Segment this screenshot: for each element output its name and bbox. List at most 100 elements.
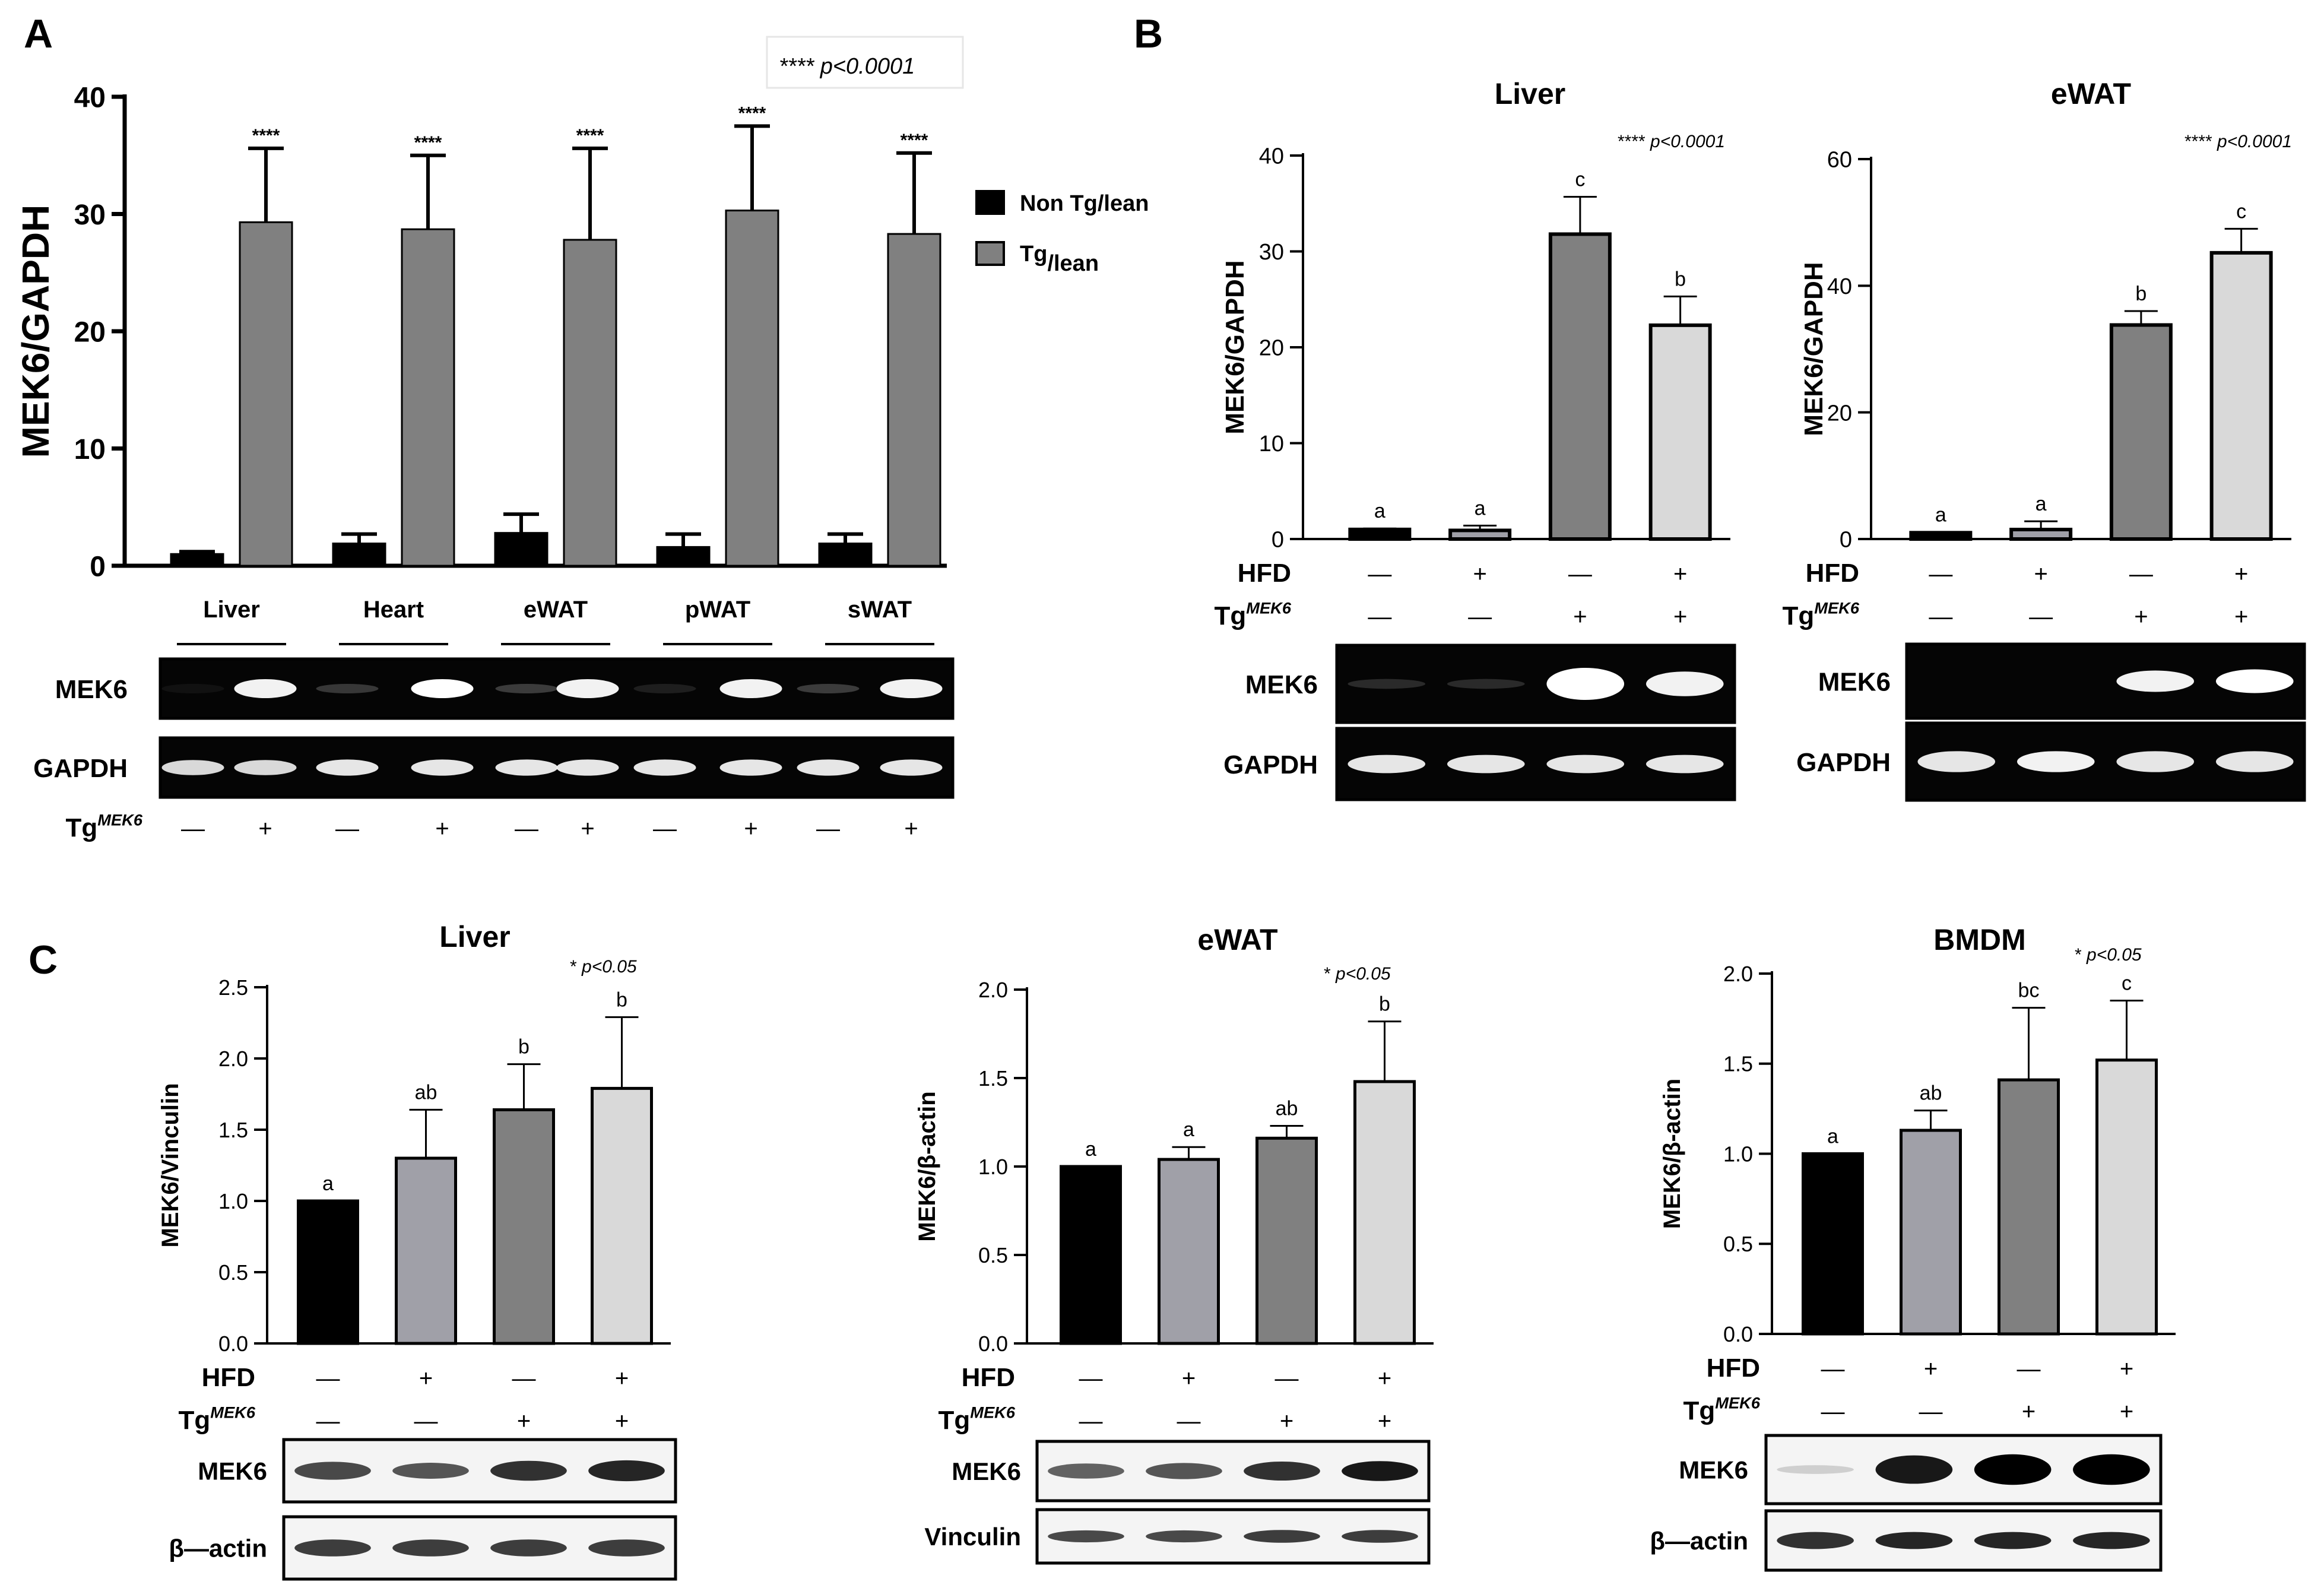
tg-sign-a-9: — [816, 816, 840, 842]
hfd-label-c3: HFD [1707, 1354, 1760, 1383]
y-tick-label-b2: 20 [1827, 401, 1852, 426]
blot-band-c1-1-3 [490, 1460, 567, 1481]
significance-letter-c3-4: c [2122, 972, 2132, 995]
significance-stars-swat: **** [901, 131, 928, 150]
blot-band-c1-1-1 [294, 1462, 371, 1480]
blot-label-a-1: MEK6 [55, 675, 128, 704]
blot-label-c2-1: MEK6 [952, 1457, 1021, 1485]
blot-band-a-2-7 [633, 759, 696, 776]
bar-b1-4 [1648, 323, 1712, 541]
hfd-sign-b1-3: — [1568, 561, 1592, 587]
y-tick-label-c3: 0.5 [1723, 1232, 1753, 1256]
blot-band-b1-1-1 [1348, 679, 1426, 689]
bar-c3-3 [1998, 1078, 2060, 1336]
legend-swatch-nontg [975, 190, 1005, 215]
blot-band-c2-2-1 [1048, 1530, 1124, 1543]
blot-band-a-1-7 [633, 684, 696, 693]
blot-band-c2-1-3 [1244, 1462, 1320, 1481]
chart-title-b2: eWAT [2051, 77, 2131, 110]
bar-b1-3 [1548, 232, 1612, 541]
blot-band-b1-1-3 [1546, 667, 1625, 701]
tg-sign-b2-2: — [2029, 604, 2053, 630]
blot-band-b2-1-1 [1917, 678, 1995, 685]
tg-sign-a-5: — [515, 816, 538, 842]
blot-band-b2-2-3 [2116, 751, 2195, 772]
bar-nontg-pwat [656, 546, 711, 567]
bar-b2-2 [2009, 528, 2073, 541]
significance-letter-c1-3: b [518, 1036, 530, 1058]
pvalue-note-a: **** p<0.0001 [779, 54, 915, 79]
bar-c3-2 [1900, 1129, 1962, 1336]
bar-b2-1 [1909, 531, 1973, 541]
y-tick-label-c3: 1.5 [1723, 1052, 1753, 1076]
tg-sign-a-4: + [435, 816, 449, 842]
y-tick-label-b1: 40 [1259, 144, 1284, 169]
hfd-label-c2: HFD [962, 1363, 1015, 1392]
significance-letter-b2-4: c [2236, 200, 2246, 223]
significance-letter-c1-1: a [322, 1172, 334, 1195]
tg-sign-b1-4: + [1673, 604, 1687, 630]
tg-sign-c1-2: — [414, 1408, 438, 1434]
blot-band-a-1-8 [719, 679, 782, 698]
y-tick-label-c2: 1.5 [978, 1066, 1008, 1091]
tg-sign-c2-2: — [1177, 1408, 1201, 1434]
blot-band-c2-2-4 [1342, 1530, 1418, 1543]
tg-sign-c3-4: + [2120, 1399, 2133, 1425]
blot-band-c3-2-2 [1875, 1532, 1953, 1549]
legend-a: Non Tg/lean Tg/lean [975, 190, 1149, 276]
blot-label-b1-2: GAPDH [1223, 750, 1318, 779]
legend-label-nontg: Non Tg/lean [1020, 191, 1149, 216]
pvalue-note-b2: **** p<0.0001 [2185, 132, 2292, 151]
bar-nontg-liver [170, 553, 224, 567]
pvalue-note-c2: * p<0.05 [1324, 964, 1391, 984]
bar-tg-liver [239, 221, 293, 567]
tg-sign-c2-4: + [1378, 1408, 1391, 1434]
x-tick-label-swat: sWAT [848, 597, 912, 623]
significance-letter-c2-1: a [1085, 1138, 1096, 1161]
tg-sign-c2-1: — [1079, 1408, 1103, 1434]
tg-label-b1: TgMEK6 [1214, 599, 1291, 630]
hfd-sign-c2-2: + [1182, 1365, 1196, 1392]
bar-b2-4 [2209, 251, 2273, 541]
significance-letter-c2-4: b [1379, 993, 1390, 1016]
pvalue-box-frame [766, 36, 964, 89]
blot-band-c1-2-2 [392, 1539, 469, 1557]
tg-sign-c1-1: — [316, 1408, 340, 1434]
significance-letter-c2-2: a [1183, 1118, 1194, 1141]
blot-band-c3-2-3 [1974, 1532, 2052, 1549]
bar-c2-4 [1353, 1080, 1416, 1345]
bar-c1-2 [395, 1156, 457, 1345]
blot-band-a-1-10 [880, 679, 943, 698]
x-tick-label-ewat: eWAT [524, 597, 588, 623]
y-tick-label-a: 40 [74, 82, 106, 113]
bar-tg-ewat [563, 239, 617, 567]
blot-label-a-2: GAPDH [33, 754, 128, 783]
bar-c2-2 [1158, 1158, 1220, 1345]
blot-band-a-2-5 [495, 759, 558, 776]
hfd-sign-c1-2: + [419, 1365, 433, 1392]
tg-label-c2: TgMEK6 [938, 1403, 1015, 1435]
blot-band-c3-1-2 [1875, 1455, 1953, 1484]
hfd-sign-c3-3: — [2017, 1356, 2041, 1382]
tg-sign-c2-3: + [1280, 1408, 1293, 1434]
significance-letter-c3-3: bc [2018, 980, 2040, 1002]
blot-band-a-2-10 [880, 759, 943, 776]
tg-sign-a-10: + [904, 816, 918, 842]
y-tick-label-c2: 0.5 [978, 1243, 1008, 1267]
blot-band-a-1-6 [556, 679, 619, 698]
tg-sign-c1-3: + [517, 1408, 531, 1434]
significance-letter-c1-4: b [616, 988, 627, 1011]
y-tick-label-b1: 10 [1259, 432, 1284, 457]
significance-letter-b1-2: a [1475, 497, 1486, 519]
bar-tg-swat [887, 233, 941, 567]
pvalue-box-a: **** p<0.0001 [766, 36, 964, 89]
blot-band-a-2-8 [719, 759, 782, 776]
blot-label-b2-2: GAPDH [1796, 748, 1891, 777]
significance-letter-b2-3: b [2135, 283, 2147, 305]
tg-sign-b2-3: + [2134, 604, 2148, 630]
x-tick-label-heart: Heart [363, 597, 424, 623]
hfd-sign-b1-2: + [1473, 561, 1486, 587]
y-tick-label-a: 30 [74, 199, 106, 231]
y-axis-label-b1: MEK6/GAPDH [1220, 260, 1250, 434]
